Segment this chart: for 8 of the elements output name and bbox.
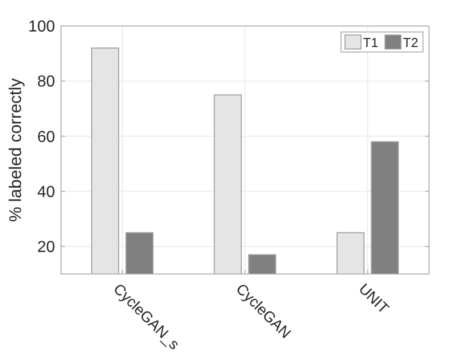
- y-tick-label: 80: [37, 74, 56, 91]
- y-tick-label: 20: [37, 239, 56, 256]
- legend-label: T2: [403, 35, 418, 50]
- y-tick-label: 40: [37, 184, 56, 201]
- y-tick-label: 60: [37, 128, 56, 146]
- legend-label: T1: [363, 35, 378, 50]
- y-axis-title: % labeled correctly: [6, 78, 25, 222]
- y-tick-label: 100: [28, 18, 56, 36]
